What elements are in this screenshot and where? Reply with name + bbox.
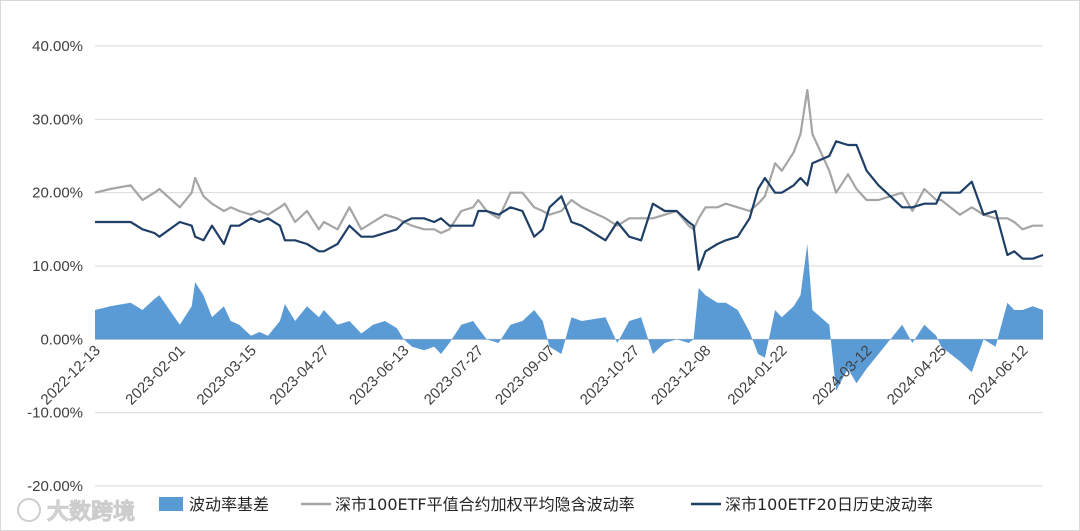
legend-label-hist: 深市100ETF20日历史波动率: [725, 495, 933, 514]
x-tick-label: 2023-03-15: [194, 342, 260, 408]
y-tick-label: 20.00%: [32, 185, 83, 202]
legend-item-hist: 深市100ETF20日历史波动率: [691, 495, 933, 514]
x-tick-label: 2023-07-27: [421, 342, 487, 408]
watermark-text: 大数跨境: [47, 499, 135, 525]
legend-label-basis: 波动率基差: [189, 495, 269, 514]
y-tick-label: 10.00%: [32, 258, 83, 275]
x-tick-label: 2024-04-25: [884, 342, 950, 408]
y-tick-label: 40.00%: [32, 38, 83, 55]
y-tick-label: -10.00%: [27, 405, 83, 422]
grid-lines: [95, 45, 1043, 487]
legend-item-basis: 波动率基差: [159, 495, 269, 514]
x-tick-label: 2023-09-07: [492, 342, 558, 408]
legend-swatch-basis: [159, 497, 183, 511]
series-area-basis: [95, 244, 1043, 391]
x-tick-label: 2023-10-27: [577, 342, 643, 408]
series-layer: [94, 88, 1044, 391]
x-tick-label: 2023-12-08: [648, 342, 714, 408]
legend: 波动率基差 深市100ETF平值合约加权平均隐含波动率 深市100ETF20日历…: [159, 495, 933, 514]
x-tick-label: 2023-02-01: [122, 342, 188, 408]
y-tick-label: -20.00%: [27, 478, 83, 495]
legend-label-implied: 深市100ETF平值合约加权平均隐含波动率: [335, 495, 635, 514]
legend-item-implied: 深市100ETF平值合约加权平均隐含波动率: [301, 495, 635, 514]
y-tick-label: 30.00%: [32, 111, 83, 128]
watermark-logo-icon: [17, 498, 41, 522]
y-tick-label: 0.00%: [40, 331, 83, 348]
series-line-hist: [95, 140, 1044, 271]
x-tick-label: 2022-12-13: [38, 342, 104, 408]
x-axis-ticks: 2022-12-13 2023-02-01 2023-03-15 2023-04-27…: [38, 342, 1032, 408]
watermark: 大数跨境: [17, 498, 135, 525]
x-tick-label: 2023-04-27: [267, 342, 333, 408]
y-axis-ticks: -20.00% -10.00% 0.00% 10.00% 20.00% 30.00% 40.…: [27, 38, 83, 495]
series-line-implied: [94, 88, 1043, 235]
x-tick-label: 2023-06-13: [346, 342, 412, 408]
